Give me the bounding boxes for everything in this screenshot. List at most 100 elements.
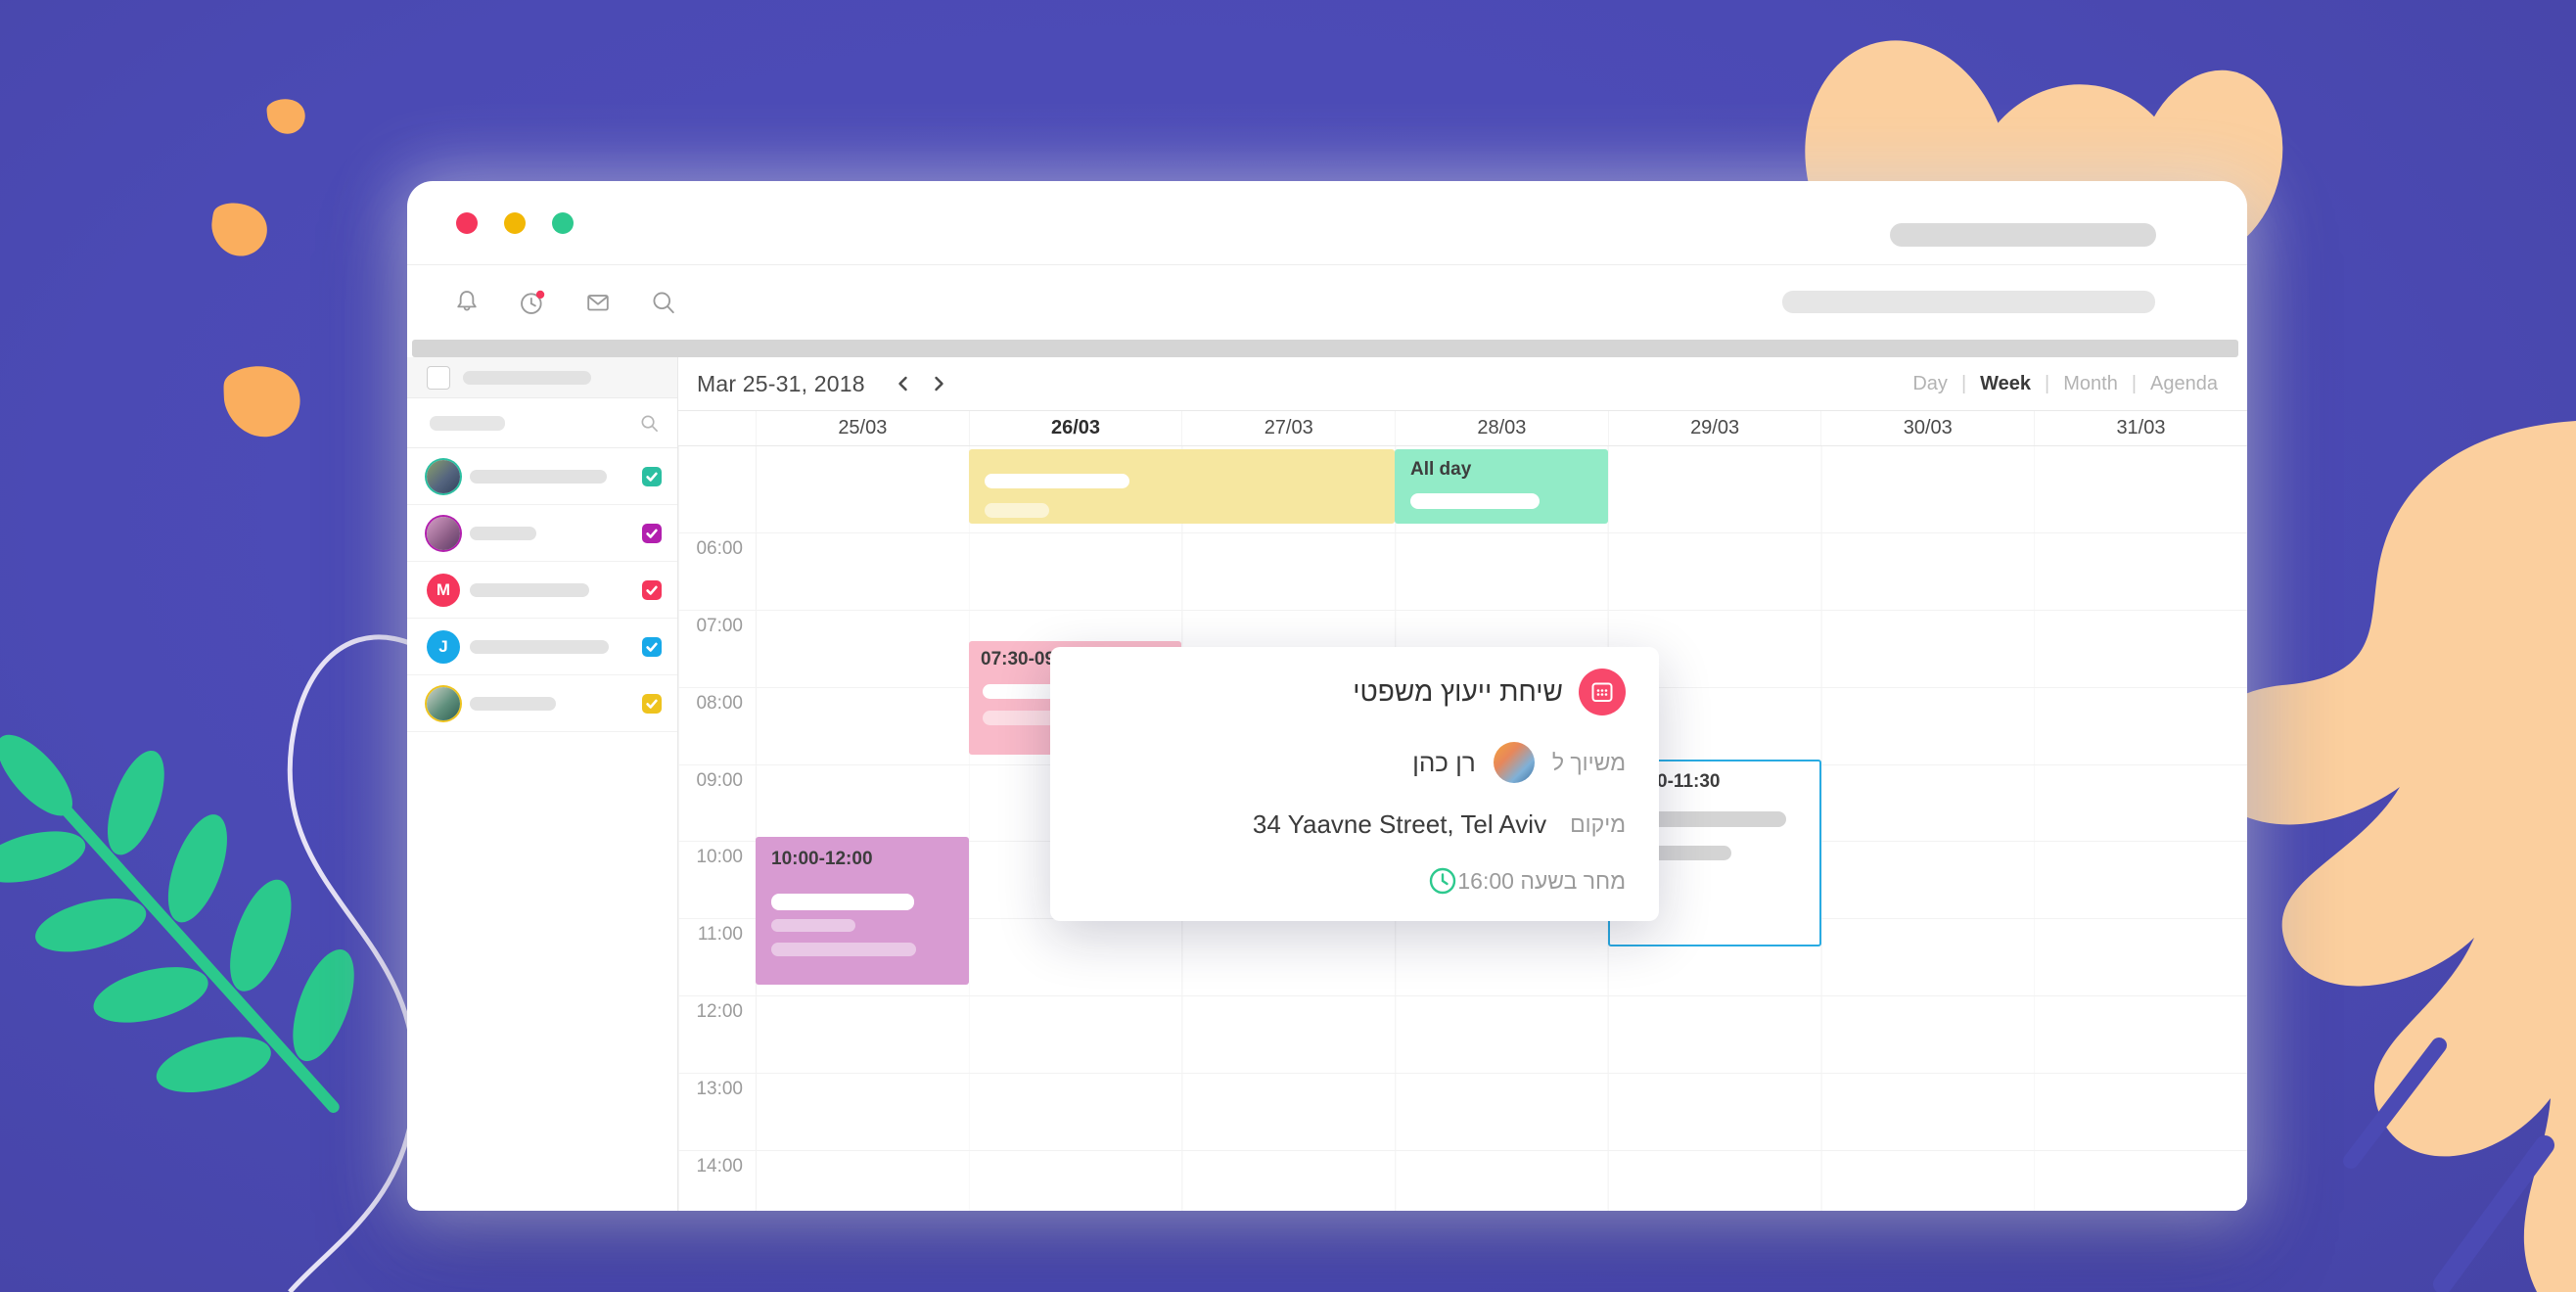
event-allday-label: All day [1410, 459, 1472, 480]
minimize-window-button[interactable] [504, 212, 526, 234]
day-header-31-03[interactable]: 31/03 [2034, 411, 2247, 445]
day-header-30-03[interactable]: 30/03 [1820, 411, 2034, 445]
notifications-bell-icon[interactable] [452, 288, 482, 317]
orange-petal-illustrations [211, 99, 305, 438]
check-icon [646, 642, 658, 652]
event-details-popup: שיחת ייעוץ משפטי משיוך ל רן כהן מיקום 34… [1050, 647, 1659, 921]
week-grid[interactable]: 06:00 07:00 08:00 09:00 10:00 11:00 12:0… [678, 446, 2247, 1211]
window-titlebar [407, 181, 2247, 265]
person-row-2[interactable] [407, 505, 677, 562]
time-label-06: 06:00 [696, 538, 743, 559]
assignee-name: רן כהן [1412, 747, 1476, 777]
popup-title-row: שיחת ייעוץ משפטי [1083, 669, 1626, 715]
check-icon [646, 472, 658, 482]
day-header-27-03[interactable]: 27/03 [1181, 411, 1395, 445]
avatar-initial: J [427, 629, 460, 664]
event-subtitle-bar [771, 943, 916, 956]
avatar-initial: M [427, 573, 460, 607]
event-subtitle-bar [985, 503, 1049, 518]
search-icon[interactable] [649, 288, 678, 317]
view-separator: | [1960, 372, 1967, 394]
day-header-row: 25/03 26/03 27/03 28/03 29/03 30/03 31/0… [678, 410, 2247, 446]
time-label-08: 08:00 [696, 693, 743, 714]
check-icon [646, 699, 658, 709]
popup-assigned-row: משיוך ל רן כהן [1083, 742, 1626, 783]
tab-month[interactable]: Month [2063, 372, 2118, 394]
chevron-right-icon [935, 376, 943, 392]
popup-time-row: מחר בשעה 16:00 [1083, 866, 1626, 896]
sidebar-search-row [407, 398, 677, 448]
person-visibility-checkbox[interactable] [642, 523, 662, 543]
time-gutter-header [678, 411, 756, 445]
person-name-bar [470, 696, 556, 711]
person-row-4[interactable]: J [407, 619, 677, 675]
time-label-14: 14:00 [696, 1156, 743, 1177]
event-title-bar [1410, 493, 1540, 509]
person-visibility-checkbox[interactable] [642, 693, 662, 714]
person-row-5[interactable] [407, 675, 677, 732]
avatar [427, 516, 460, 550]
person-visibility-checkbox[interactable] [642, 466, 662, 486]
previous-week-button[interactable] [891, 371, 916, 396]
event-title: שיחת ייעוץ משפטי [1353, 676, 1563, 707]
event-time-text: מחר בשעה 16:00 [1457, 867, 1626, 894]
next-week-button[interactable] [926, 371, 951, 396]
event-subtitle-bar [771, 919, 855, 932]
select-all-checkbox[interactable] [427, 365, 450, 390]
clock-icon [1430, 867, 1456, 895]
chevron-left-icon [898, 376, 907, 392]
time-label-11: 11:00 [697, 924, 743, 945]
placeholder-bar [463, 370, 591, 385]
time-label-09: 09:00 [696, 770, 743, 791]
mail-icon[interactable] [583, 288, 613, 317]
recent-activity-clock-icon[interactable] [518, 288, 547, 317]
window-controls [456, 212, 574, 234]
day-header-28-03[interactable]: 28/03 [1395, 411, 1608, 445]
day-header-29-03[interactable]: 29/03 [1607, 411, 1821, 445]
close-window-button[interactable] [456, 212, 478, 234]
sidebar-search-input[interactable] [430, 415, 505, 431]
fern-leaf-illustration [0, 734, 354, 1113]
calendar-event-icon [1579, 669, 1626, 715]
window-content: M J [407, 357, 2247, 1211]
day-header-26-03[interactable]: 26/03 [968, 411, 1182, 445]
tab-agenda[interactable]: Agenda [2150, 372, 2218, 394]
view-switcher: Day | Week | Month | Agenda [1912, 373, 2218, 395]
tab-day[interactable]: Day [1912, 372, 1948, 394]
person-row-3[interactable]: M [407, 562, 677, 619]
person-row-1[interactable] [407, 448, 677, 505]
event-purple-1000[interactable]: 10:00-12:00 [756, 837, 969, 985]
hand-detail-lines [2343, 1038, 2554, 1292]
hour-line [678, 995, 2247, 996]
time-label-10: 10:00 [696, 847, 743, 867]
select-all-row [407, 357, 677, 398]
day-header-25-03[interactable]: 25/03 [756, 411, 969, 445]
sidebar-search-icon[interactable] [639, 413, 660, 434]
calendar-panel: Mar 25-31, 2018 Day | Week | [678, 357, 2247, 1211]
location-label: מיקום [1570, 811, 1626, 837]
maximize-window-button[interactable] [552, 212, 574, 234]
tab-week[interactable]: Week [1980, 372, 2032, 394]
hour-line [678, 1073, 2247, 1074]
allday-event-yellow[interactable] [969, 449, 1395, 524]
person-visibility-checkbox[interactable] [642, 579, 662, 600]
assigned-to-label: משיוך ל [1551, 749, 1626, 775]
calendar-header: Mar 25-31, 2018 Day | Week | [678, 357, 2247, 410]
allday-event-green[interactable]: All day [1395, 449, 1608, 524]
app-toolbar [407, 265, 2247, 340]
check-icon [646, 529, 658, 538]
calendar-date-range-title: Mar 25-31, 2018 [697, 370, 865, 396]
assignee-avatar [1493, 742, 1535, 783]
time-label-13: 13:00 [696, 1079, 743, 1099]
hour-line [678, 610, 2247, 611]
time-label-12: 12:00 [696, 1001, 743, 1022]
person-name-bar [470, 526, 536, 540]
horizontal-scrollbar[interactable] [412, 340, 2238, 357]
people-sidebar: M J [407, 357, 678, 1211]
person-visibility-checkbox[interactable] [642, 636, 662, 657]
person-name-bar [470, 639, 609, 654]
view-separator: | [2045, 372, 2050, 394]
avatar [427, 686, 460, 720]
titlebar-placeholder-bar [1890, 223, 2156, 247]
